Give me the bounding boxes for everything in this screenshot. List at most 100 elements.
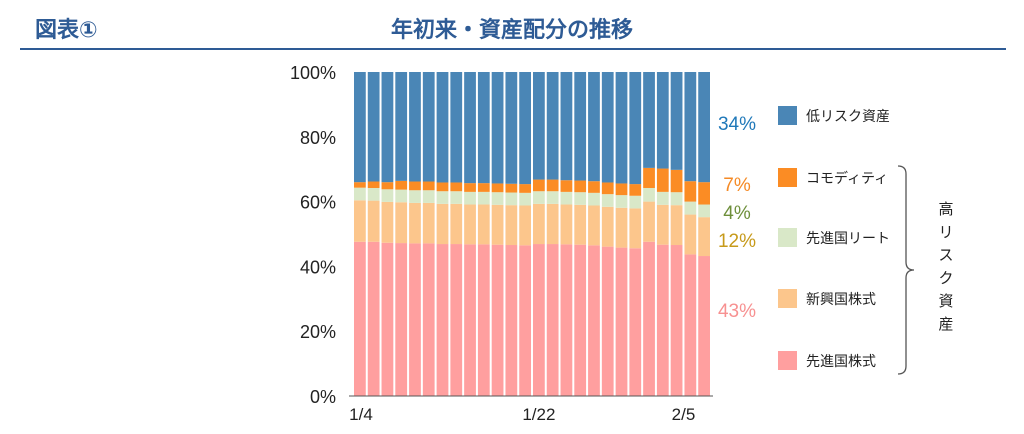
y-tick-label: 0% [310, 387, 336, 407]
bar-segment [601, 206, 614, 247]
bar-segment [560, 180, 573, 192]
bar-segment [505, 183, 518, 193]
bar-segment [436, 244, 449, 396]
bar-segment [519, 192, 531, 206]
bar-segment [381, 242, 394, 396]
bar-segment [615, 207, 628, 248]
bar-segment [477, 191, 490, 205]
bar-segment [643, 167, 655, 188]
x-tick-label: 2/5 [672, 405, 696, 424]
bar-segment [422, 181, 435, 191]
y-tick-label: 20% [300, 322, 336, 342]
bracket-label-char: 資 [938, 292, 953, 310]
bar-segment [367, 72, 380, 182]
bar-segment [588, 245, 600, 396]
bar-segment [533, 179, 545, 192]
bar-segment [395, 189, 408, 203]
bar-segment [615, 183, 628, 196]
y-tick-label: 80% [300, 128, 336, 148]
bar-segment [601, 194, 614, 207]
bar-segment [395, 180, 408, 190]
y-tick-label: 60% [300, 193, 336, 213]
bar-segment [464, 72, 476, 184]
bar-segment [656, 168, 669, 192]
bar-segment [395, 72, 408, 181]
bar-segment [656, 244, 669, 396]
bar-segment [670, 72, 683, 170]
bar-segment [656, 204, 669, 245]
bar-segment [684, 72, 697, 182]
bar-segment [367, 200, 380, 242]
legend-swatch [778, 168, 797, 187]
bracket-label-char: リ [938, 223, 953, 241]
report-header: 図表① 年初来・資産配分の推移 [0, 0, 1024, 50]
bar-segment [491, 72, 504, 184]
bracket-label-char: ス [938, 246, 953, 264]
bracket-label-char: 高 [938, 200, 953, 218]
bar-segment [491, 192, 504, 205]
bar-segment [505, 205, 518, 246]
bar-segment [588, 181, 600, 193]
bar-segment [629, 72, 642, 185]
bar-segment [546, 244, 559, 396]
bar-segment [477, 204, 490, 245]
header-divider [20, 48, 1006, 50]
bar-segment [698, 204, 710, 218]
bar-segment [656, 191, 669, 205]
bar-segment [533, 191, 545, 204]
bar-segment [643, 187, 655, 202]
bar-segment [546, 72, 559, 180]
bar-segment [643, 241, 655, 396]
bar-segment [574, 180, 587, 193]
bar-segment [395, 243, 408, 396]
bar-segment [477, 183, 490, 192]
bar-segment [450, 203, 463, 245]
bar-segment [409, 181, 421, 191]
bar-segment [381, 189, 394, 202]
bar-segment [354, 182, 366, 188]
bar-segment [450, 191, 463, 204]
bar-segment [464, 244, 476, 396]
bar-segment [422, 202, 435, 244]
bar-segment [450, 244, 463, 396]
bar-segment [464, 204, 476, 245]
legend-swatch [778, 289, 797, 308]
bar-segment [670, 192, 683, 206]
bar-segment [491, 183, 504, 193]
bracket-label-char: 産 [938, 315, 953, 333]
bar-segment [367, 187, 380, 201]
bar-segment [367, 181, 380, 188]
figure-label: 図表① [35, 18, 98, 43]
y-tick-label: 40% [300, 257, 336, 277]
bar-segment [698, 72, 710, 183]
bar-segment [464, 183, 476, 192]
bar-segment [533, 203, 545, 245]
bar-segment [615, 72, 628, 184]
bar-segment [588, 192, 600, 206]
end-value-label: 4% [723, 203, 751, 224]
bar-segment [560, 72, 573, 181]
bar-segment [698, 182, 710, 205]
legend-label: コモディティ [806, 170, 888, 187]
x-tick-label: 1/22 [522, 405, 555, 424]
bar-segment [546, 203, 559, 245]
bar-segment [519, 245, 531, 396]
bar-segment [409, 202, 421, 244]
bar-segment [477, 72, 490, 184]
end-value-label: 34% [718, 114, 756, 135]
bar-segment [684, 181, 697, 202]
high-risk-bracket [897, 165, 915, 375]
bar-segment [422, 243, 435, 396]
end-value-label: 43% [718, 301, 756, 322]
legend-swatch [778, 106, 797, 125]
bar-segment [588, 72, 600, 182]
bar-segment [560, 204, 573, 245]
bar-segment [409, 72, 421, 182]
bar-segment [629, 248, 642, 396]
bracket-label-char: ク [938, 269, 953, 287]
bar-segment [629, 195, 642, 209]
bar-segment [643, 201, 655, 242]
bar-segment [381, 201, 394, 243]
bar-segment [656, 72, 669, 169]
